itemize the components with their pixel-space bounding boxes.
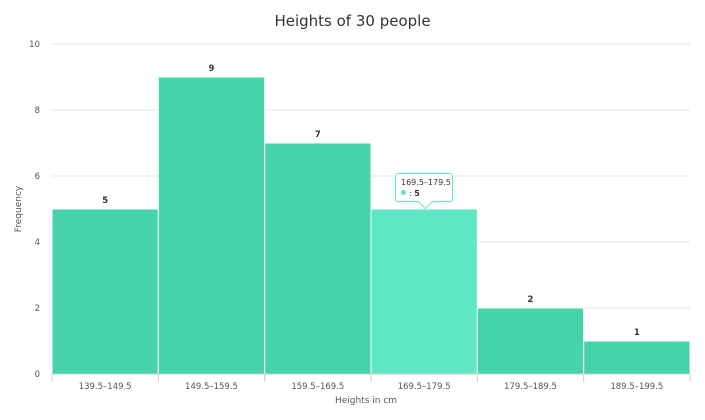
x-tick-label-3: 169.5–179.5 bbox=[398, 382, 451, 392]
bar-2[interactable] bbox=[264, 142, 372, 375]
x-tick-label-1: 149.5–159.5 bbox=[185, 382, 238, 392]
bar-4[interactable] bbox=[476, 307, 585, 375]
bar-3[interactable] bbox=[370, 208, 478, 375]
x-tick-label-2: 159.5–169.5 bbox=[291, 382, 344, 392]
data-label-1: 9 bbox=[209, 64, 215, 74]
data-label-2: 7 bbox=[315, 130, 321, 140]
x-axis-title: Heights in cm bbox=[335, 396, 397, 406]
y-tick-label-8: 8 bbox=[35, 106, 40, 116]
data-label-5: 1 bbox=[634, 328, 640, 338]
series-dot-icon bbox=[401, 190, 406, 195]
y-axis-title: Frequency bbox=[14, 185, 24, 232]
data-label-4: 2 bbox=[528, 295, 534, 305]
chart-tooltip: 169.5–179.5 : 5 bbox=[395, 173, 453, 210]
y-tick-label-0: 0 bbox=[35, 370, 40, 380]
tooltip-value: 5 bbox=[414, 189, 420, 198]
tooltip-header: 169.5–179.5 bbox=[401, 178, 451, 187]
y-tick-label-6: 6 bbox=[35, 172, 40, 182]
tooltip-label: : bbox=[409, 189, 412, 198]
data-label-0: 5 bbox=[102, 196, 108, 206]
bar-0[interactable] bbox=[51, 208, 159, 375]
y-tick-label-4: 4 bbox=[35, 238, 40, 248]
x-tick-label-4: 179.5–189.5 bbox=[504, 382, 557, 392]
tooltip-row: : 5 bbox=[401, 189, 420, 198]
bar-1[interactable] bbox=[157, 76, 266, 375]
y-tick-label-10: 10 bbox=[29, 40, 40, 50]
y-tick-label-2: 2 bbox=[35, 304, 40, 314]
bar-5[interactable] bbox=[583, 340, 691, 375]
x-tick-label-5: 189.5–199.5 bbox=[610, 382, 663, 392]
x-tick-label-0: 139.5–149.5 bbox=[79, 382, 132, 392]
chart-title: Heights of 30 people bbox=[274, 12, 431, 30]
